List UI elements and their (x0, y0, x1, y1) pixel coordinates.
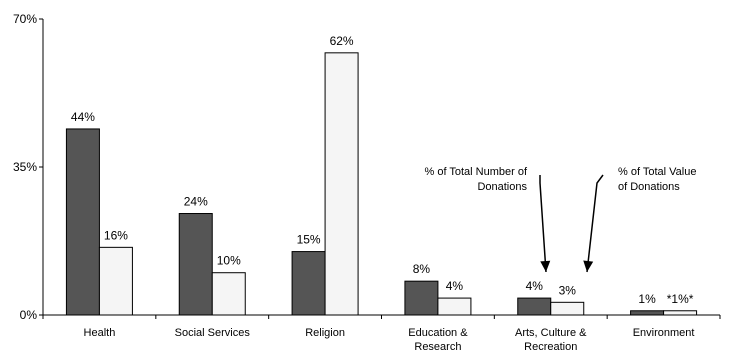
bar-s1-c4 (550, 301, 585, 316)
axes: 0% 35% 70% (13, 12, 721, 322)
annotation-label: % of Total Value of Donations (618, 166, 696, 193)
data-label: 24% (184, 195, 208, 209)
bar-s0-c4 (517, 297, 552, 316)
annotation-arrowhead (583, 260, 594, 272)
bar-s0-c2 (291, 251, 326, 316)
data-label: 3% (559, 283, 577, 297)
data-labels: 44% 16% 24% 10% 15% 62% 8% 4% 4% 3% 1% *1%* (71, 34, 694, 306)
category-labels: Health Social Services Religion Education &… (84, 327, 695, 353)
data-label: 62% (330, 34, 354, 48)
y-tick-label: 0% (20, 308, 38, 322)
data-label: 4% (526, 279, 544, 293)
bar-s0-c3 (404, 280, 439, 316)
data-label: 1% (638, 292, 656, 306)
bars (65, 52, 698, 316)
annotation-label: % of Total Number of Donations (424, 166, 527, 193)
bar-s1-c5 (663, 310, 698, 316)
data-label: 8% (413, 262, 431, 276)
category-label: Environment (633, 327, 695, 339)
bar-s1-c3 (437, 297, 472, 316)
bar-s0-c1 (178, 213, 213, 316)
category-label: Religion (305, 327, 345, 339)
data-label: 10% (217, 254, 241, 268)
y-tick-label: 70% (13, 12, 37, 26)
category-label: Health (84, 327, 116, 339)
annotations: % of Total Number of Donations % of Total … (424, 166, 696, 273)
data-label: 16% (104, 228, 128, 242)
bar-s1-c2 (324, 52, 359, 316)
bar-s0-c0 (65, 128, 100, 316)
bar-s1-c0 (98, 246, 133, 316)
data-label: 4% (446, 279, 464, 293)
annotation-arrow-line (586, 174, 604, 273)
y-tick-label: 35% (13, 160, 37, 174)
data-label: *1%* (667, 292, 694, 306)
data-label: 44% (71, 110, 95, 124)
annotation-arrow-line (539, 175, 547, 273)
bar-s1-c1 (211, 272, 246, 316)
annotation-arrowhead (540, 260, 551, 272)
category-label: Social Services (175, 327, 251, 339)
category-label: Arts, Culture & Recreation (515, 327, 587, 353)
bar-s0-c5 (630, 310, 665, 316)
category-label: Education & Research (408, 327, 468, 353)
data-label: 15% (297, 233, 321, 247)
